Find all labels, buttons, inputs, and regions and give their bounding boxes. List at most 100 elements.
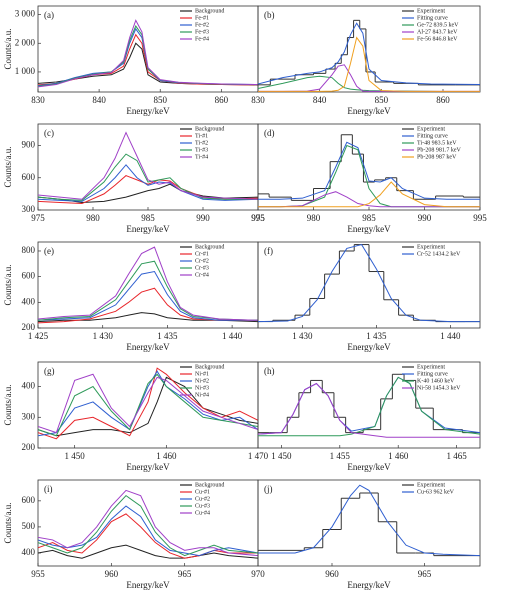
x-axis-label: Energy/keV — [347, 106, 391, 116]
legend-label: Cr-#2 — [195, 258, 209, 264]
series-line — [38, 246, 258, 321]
x-tick-label: 985 — [362, 213, 376, 223]
y-axis-label: Counts/a.u. — [3, 384, 13, 425]
x-tick-label: 1 440 — [222, 331, 243, 341]
legend-label: Ni-#3 — [195, 385, 209, 391]
legend-label: Background — [195, 364, 224, 370]
y-tick-label: 500 — [22, 521, 36, 531]
x-tick-label: 995 — [473, 213, 487, 223]
legend-label: Fitting curve — [417, 15, 448, 21]
x-tick-label: 1 425 — [28, 331, 49, 341]
panel-label: (b) — [264, 10, 275, 20]
legend-label: Fe-56 846.8 keV — [417, 36, 458, 42]
panel: (e) 1 425 1 430 1 435 1 440 200 400 600 800 Energ… — [3, 241, 259, 352]
x-axis-label: Energy/keV — [126, 224, 170, 234]
plot-area — [258, 19, 480, 92]
y-axis-label: Counts/a.u. — [3, 502, 13, 543]
legend-label: Cr-#3 — [195, 265, 209, 271]
x-tick-label: 990 — [418, 213, 432, 223]
x-tick-label: 1 465 — [447, 451, 468, 461]
y-tick-label: 1 000 — [15, 66, 36, 76]
x-tick-label: 965 — [178, 569, 192, 579]
series-line — [258, 191, 480, 208]
x-tick-label: 850 — [375, 95, 389, 105]
plot-area — [38, 246, 258, 324]
legend-label: Experiment — [417, 482, 445, 488]
series-line — [38, 373, 258, 437]
plot-frame — [37, 241, 259, 329]
legend-label: Experiment — [417, 364, 445, 370]
legend-label: Cu-#2 — [195, 496, 210, 502]
legend-label: Ge-72 839.5 keV — [417, 22, 459, 28]
legend-label: Ni-58 1454.3 keV — [417, 385, 461, 391]
plot-area — [38, 19, 258, 88]
plot-area — [258, 373, 480, 438]
y-tick-label: 600 — [22, 495, 36, 505]
legend-label: Ti-#4 — [195, 154, 208, 160]
series-line — [38, 153, 258, 201]
y-tick-label: 300 — [22, 204, 36, 214]
x-tick-label: 850 — [153, 95, 167, 105]
y-tick-label: 400 — [22, 381, 36, 391]
series-line — [38, 260, 258, 321]
y-tick-label: 600 — [22, 271, 36, 281]
y-tick-label: 900 — [22, 140, 36, 150]
legend-label: Fitting curve — [417, 133, 448, 139]
y-axis-label: Counts/a.u. — [3, 146, 13, 187]
x-tick-label: 830 — [31, 95, 45, 105]
x-tick-label: 1 460 — [156, 451, 177, 461]
x-tick-label: 1 460 — [388, 451, 409, 461]
plot-frame — [257, 479, 481, 567]
plot-frame — [257, 241, 481, 329]
x-tick-label: 960 — [105, 569, 119, 579]
series-line — [258, 376, 480, 437]
legend-label: Fe-#4 — [195, 36, 209, 42]
plot-frame — [37, 361, 259, 449]
x-tick-label: 1 430 — [93, 331, 114, 341]
series-line — [258, 243, 480, 323]
series-line — [38, 505, 258, 557]
x-axis-label: Energy/keV — [126, 580, 170, 590]
legend-label: Cr-#1 — [195, 251, 209, 257]
x-tick-label: 1 430 — [292, 331, 313, 341]
legend-label: Pb-208 987 keV — [417, 154, 457, 160]
x-axis-label: Energy/keV — [126, 106, 170, 116]
panel-label: (c) — [44, 128, 54, 138]
legend-label: Ni-#2 — [195, 378, 209, 384]
y-tick-label: 2 000 — [15, 37, 36, 47]
x-tick-label: 840 — [92, 95, 106, 105]
legend-label: Cu-#4 — [195, 510, 210, 516]
y-tick-label: 200 — [22, 322, 36, 332]
x-tick-label: 1 450 — [271, 451, 292, 461]
x-tick-label: 1 470 — [248, 451, 269, 461]
x-axis-label: Energy/keV — [347, 580, 391, 590]
plot-area — [38, 131, 258, 205]
y-tick-label: 600 — [22, 172, 36, 182]
x-tick-label: 1 455 — [330, 451, 351, 461]
legend-label: Fe-#2 — [195, 22, 209, 28]
x-tick-label: 970 — [251, 569, 265, 579]
plot-frame — [37, 123, 259, 211]
plot-frame — [257, 361, 481, 449]
legend-label: Experiment — [417, 244, 445, 250]
y-axis-label: Counts/a.u. — [3, 28, 13, 69]
x-tick-label: 840 — [313, 95, 327, 105]
legend-label: Ti-#1 — [195, 133, 208, 139]
series-line — [38, 489, 258, 557]
panel: (c) 975 980 985 990 995 300 600 900 Energy/keV Cou… — [3, 123, 265, 234]
x-axis-label: Energy/keV — [347, 462, 391, 472]
legend-label: Cu-63 962 keV — [417, 489, 455, 495]
panel-label: (e) — [44, 246, 54, 256]
legend-label: Cu-#1 — [195, 489, 210, 495]
panel: (g) 1 450 1 460 1 470 200 300 400 Energy/keV Cou… — [3, 361, 269, 472]
panel-label: (h) — [264, 366, 275, 376]
legend-label: Pb-208 981.7 keV — [417, 147, 461, 153]
plot-area — [258, 134, 480, 208]
panel: (f) 1 430 1 435 1 440 Energy/keV ExperimentCr… — [257, 241, 481, 352]
legend-label: Ti-48 983.5 keV — [417, 140, 457, 146]
plot-area — [258, 484, 480, 557]
series-line — [38, 544, 258, 559]
x-tick-label: 980 — [307, 213, 321, 223]
